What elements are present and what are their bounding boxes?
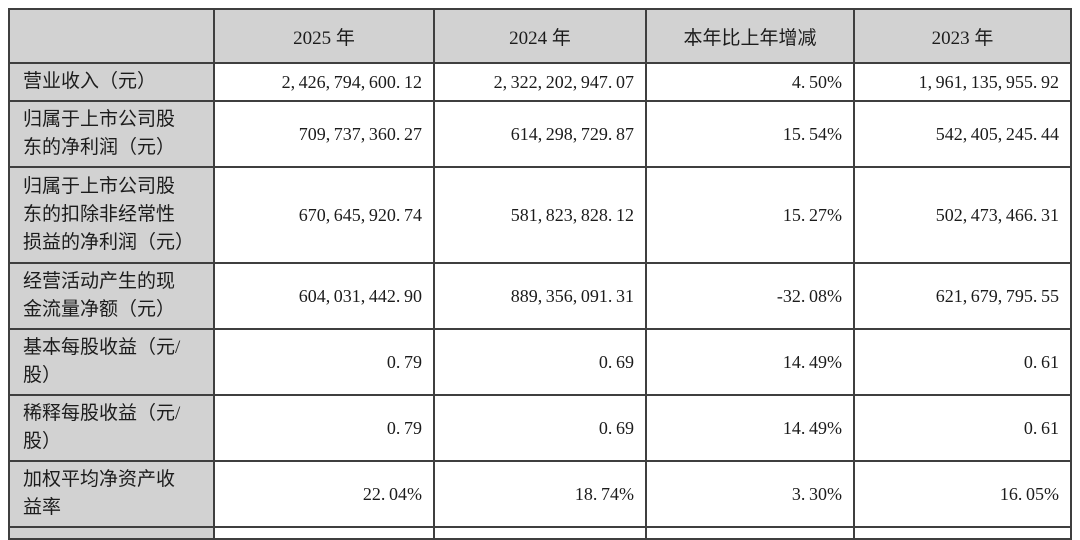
corner-empty-cell <box>8 8 215 64</box>
metric-value: 709, 737, 360. 27 <box>213 100 435 168</box>
table-row-basic-eps: 基本每股收益（元/股） 0. 79 0. 69 14. 49% 0. 61 <box>8 328 1072 396</box>
metric-value: 0. 61 <box>853 394 1072 462</box>
metric-value: 22. 04% <box>213 460 435 528</box>
metric-value: 0. 61 <box>853 328 1072 396</box>
metric-value: 14. 49% <box>645 328 855 396</box>
metric-value: 614, 298, 729. 87 <box>433 100 647 168</box>
metric-value: 15. 27% <box>645 166 855 264</box>
metric-label: 基本每股收益（元/股） <box>8 328 215 396</box>
metric-value: 3. 30% <box>645 460 855 528</box>
metric-value: 14. 49% <box>645 394 855 462</box>
metric-value: 670, 645, 920. 74 <box>213 166 435 264</box>
metric-value: 0. 69 <box>433 328 647 396</box>
table-row-diluted-eps: 稀释每股收益（元/股） 0. 79 0. 69 14. 49% 0. 61 <box>8 394 1072 462</box>
cutoff-cell <box>433 526 647 540</box>
metric-label: 归属于上市公司股东的净利润（元） <box>8 100 215 168</box>
financial-metrics-table: 2025 年 2024 年 本年比上年增减 2023 年 营业收入（元） 2, … <box>8 8 1072 540</box>
column-header-2023: 2023 年 <box>853 8 1072 64</box>
metric-value: 621, 679, 795. 55 <box>853 262 1072 330</box>
metric-value: 0. 69 <box>433 394 647 462</box>
column-header-2024: 2024 年 <box>433 8 647 64</box>
table-row-operating-cash-flow: 经营活动产生的现金流量净额（元） 604, 031, 442. 90 889, … <box>8 262 1072 330</box>
metric-value: 889, 356, 091. 31 <box>433 262 647 330</box>
metric-value: 2, 426, 794, 600. 12 <box>213 62 435 102</box>
header-row: 2025 年 2024 年 本年比上年增减 2023 年 <box>8 8 1072 64</box>
cutoff-row <box>8 526 1072 540</box>
table-row-operating-revenue: 营业收入（元） 2, 426, 794, 600. 12 2, 322, 202… <box>8 62 1072 102</box>
metric-value: 2, 322, 202, 947. 07 <box>433 62 647 102</box>
column-header-2025: 2025 年 <box>213 8 435 64</box>
cutoff-cell <box>853 526 1072 540</box>
table-row-net-profit-excl-nonrecurring: 归属于上市公司股东的扣除非经常性损益的净利润（元） 670, 645, 920.… <box>8 166 1072 264</box>
cutoff-label-cell <box>8 526 215 540</box>
cutoff-cell <box>645 526 855 540</box>
metric-value: -32. 08% <box>645 262 855 330</box>
metric-value: 581, 823, 828. 12 <box>433 166 647 264</box>
table-row-weighted-avg-roe: 加权平均净资产收益率 22. 04% 18. 74% 3. 30% 16. 05… <box>8 460 1072 528</box>
metric-value: 18. 74% <box>433 460 647 528</box>
metric-label: 经营活动产生的现金流量净额（元） <box>8 262 215 330</box>
metric-value: 15. 54% <box>645 100 855 168</box>
metric-value: 604, 031, 442. 90 <box>213 262 435 330</box>
metric-value: 0. 79 <box>213 328 435 396</box>
table-row-net-profit: 归属于上市公司股东的净利润（元） 709, 737, 360. 27 614, … <box>8 100 1072 168</box>
metric-value: 16. 05% <box>853 460 1072 528</box>
cutoff-cell <box>213 526 435 540</box>
metric-value: 502, 473, 466. 31 <box>853 166 1072 264</box>
metric-label: 加权平均净资产收益率 <box>8 460 215 528</box>
metric-value: 542, 405, 245. 44 <box>853 100 1072 168</box>
metric-label: 营业收入（元） <box>8 62 215 102</box>
metric-label: 稀释每股收益（元/股） <box>8 394 215 462</box>
metric-value: 1, 961, 135, 955. 92 <box>853 62 1072 102</box>
metric-value: 4. 50% <box>645 62 855 102</box>
metric-label: 归属于上市公司股东的扣除非经常性损益的净利润（元） <box>8 166 215 264</box>
financial-table-container: 2025 年 2024 年 本年比上年增减 2023 年 营业收入（元） 2, … <box>8 8 1072 540</box>
column-header-yoy-change: 本年比上年增减 <box>645 8 855 64</box>
metric-value: 0. 79 <box>213 394 435 462</box>
